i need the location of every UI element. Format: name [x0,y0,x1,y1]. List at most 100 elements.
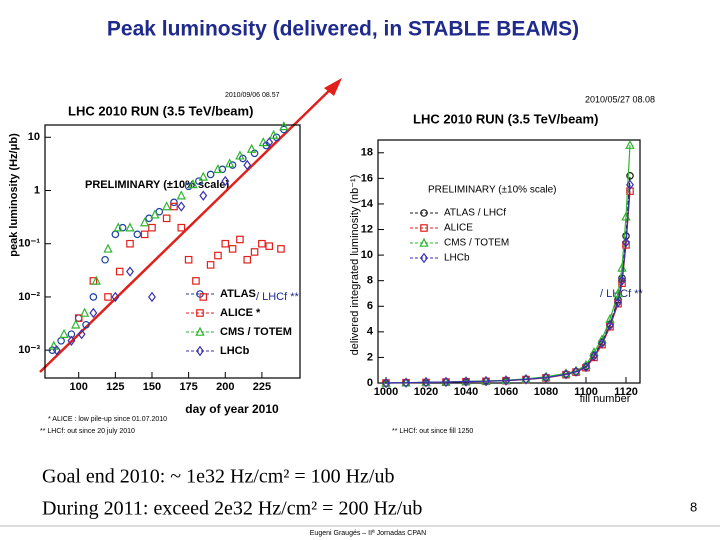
marker [236,235,244,244]
marker [74,314,83,322]
marker [126,239,134,248]
chart-subtitle: PRELIMINARY (±10% scale) [85,179,230,191]
marker [199,293,208,301]
marker [89,307,98,319]
footnote: ** LHCf: out since 20 july 2010 [40,428,135,435]
y-tick-label: 18 [361,147,373,159]
marker [618,275,626,286]
marker [104,293,112,301]
marker [170,202,178,211]
y-tick-label: 10 [28,131,40,143]
marker [419,237,429,247]
marker [246,143,257,153]
marker [243,255,252,264]
marker [572,366,580,377]
x-tick-label: 1100 [574,386,598,398]
marker [206,170,215,179]
arrow-head [324,78,342,96]
y-tick-label: 10⁻² [18,291,40,303]
annotation: / LHCf ** [256,291,300,303]
x-axis-label: day of year 2010 [185,402,279,416]
legend-label: ALICE [444,223,473,234]
page-number: 8 [690,499,697,514]
x-tick-label: 125 [106,381,124,393]
marker [52,344,61,356]
marker [462,376,470,387]
marker [622,237,630,248]
x-tick-label: 1020 [414,386,438,398]
marker [101,255,109,264]
x-axis-label: fill number [580,393,631,405]
marker [155,207,164,216]
marker [195,326,205,336]
marker [199,190,208,201]
x-tick-label: 1080 [534,386,558,398]
marker [243,159,252,171]
marker [214,251,222,260]
marker [522,374,530,385]
marker [89,293,98,301]
legend-label: LHCb [444,253,470,264]
x-tick-label: 1120 [614,386,638,398]
marker [598,338,606,349]
marker [111,291,120,303]
footnote: * ALICE : low pile-up since 01.07.2010 [48,416,167,423]
marker [115,267,124,276]
y-axis-label: peak luminosity (Hz/μb) [8,133,20,257]
marker [224,158,235,168]
marker [258,137,269,147]
y-tick-label: 14 [361,198,374,210]
y-tick-label: 4 [367,326,374,338]
x-tick-label: 225 [253,381,271,393]
marker [382,377,390,389]
marker [126,266,134,277]
marker [161,201,172,211]
marker [57,336,65,345]
y-tick-label: 1 [34,184,40,196]
marker [268,129,279,139]
marker [279,121,289,131]
series-line [385,184,631,384]
y-tick-label: 6 [367,300,373,312]
legend-label: CMS / TOTEM [220,326,292,338]
marker [196,309,204,317]
x-tick-label: 1040 [454,386,478,398]
marker [125,222,135,232]
marker [265,242,274,250]
annotation: / LHCf ** [600,288,644,300]
marker [139,217,150,227]
marker [228,161,237,169]
marker [91,275,101,285]
marker [140,230,149,239]
marker [113,222,123,232]
marker [148,223,156,232]
marker [79,307,90,317]
marker [582,361,590,373]
goal-line: During 2011: exceed 2e32 Hz/cm² = 200 Hz… [42,498,422,520]
marker [67,335,76,346]
marker [195,177,203,185]
marker [206,261,215,269]
x-tick-label: 150 [143,381,161,393]
marker [235,150,245,160]
y-tick-label: 0 [367,377,373,389]
marker [59,328,69,338]
marker [188,179,198,189]
marker [265,137,274,148]
marker [442,376,450,388]
marker [176,190,186,200]
marker [482,376,490,387]
y-tick-label: 12 [361,223,373,235]
marker [272,133,281,142]
x-tick-label: 1060 [494,386,518,398]
marker [177,201,186,212]
chart-subtitle: PRELIMINARY (±10% scale) [428,185,557,196]
goal-line: Goal end 2010: ~ 1e32 Hz/cm² = 100 Hz/ub [42,466,394,488]
marker [198,171,208,181]
y-tick-label: 8 [367,275,373,287]
marker [250,248,259,256]
marker [184,255,193,264]
marker [562,369,570,380]
legend-label: ATLAS [220,288,256,300]
